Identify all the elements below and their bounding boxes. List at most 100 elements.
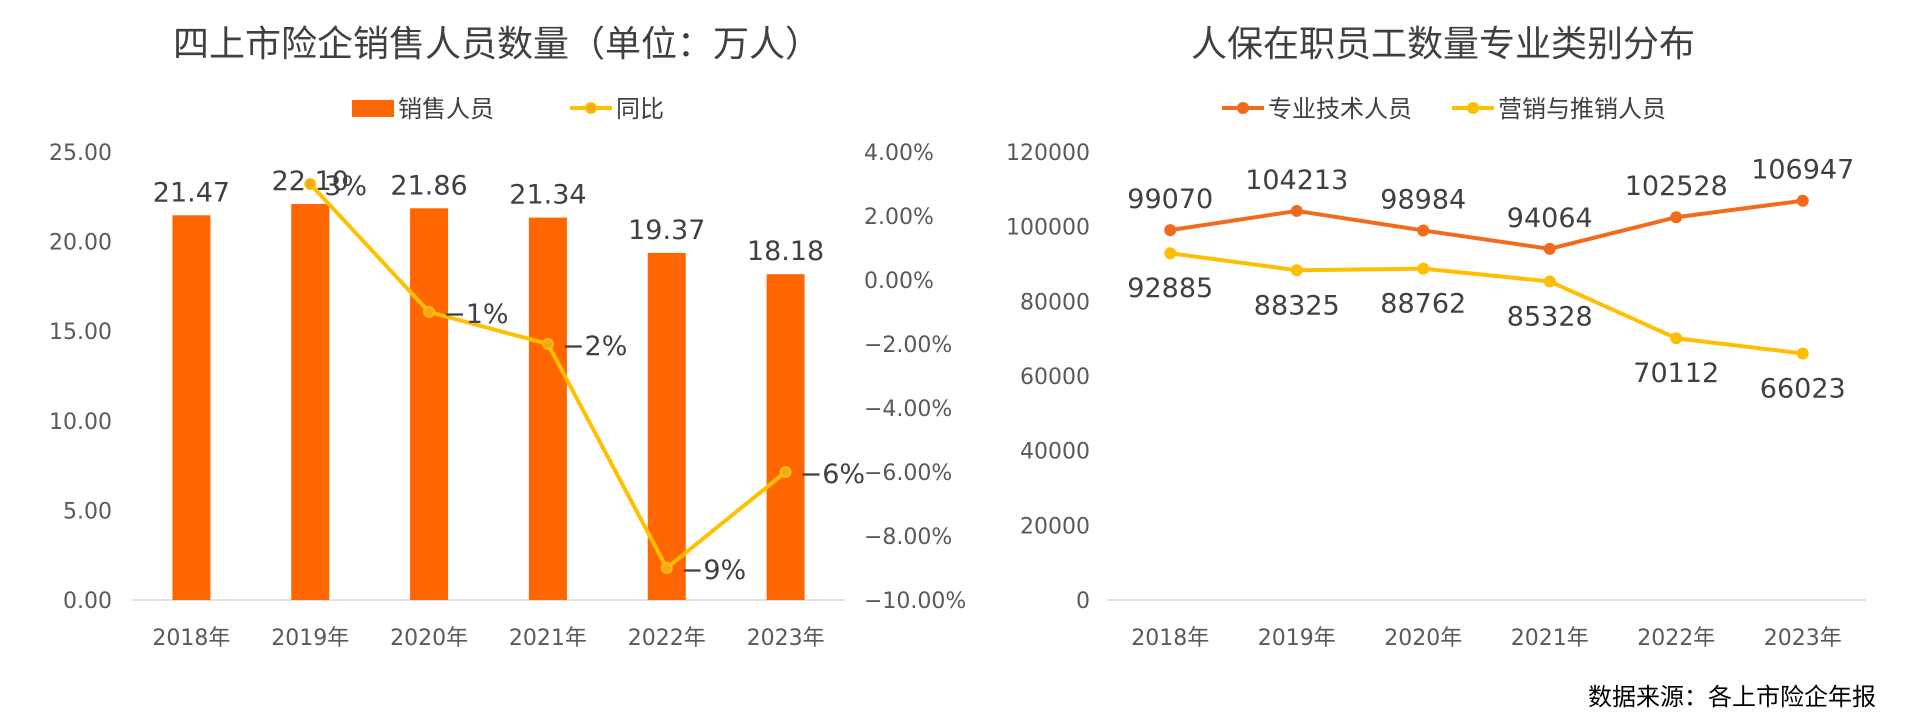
chart-picc-staff: 人保在职员工数量专业类别分布 专业技术人员 营销与推销人员 0 20000 4000… [1006,24,1866,651]
chart2-title: 人保在职员工数量专业类别分布 [1191,24,1695,65]
yoy-point [660,562,673,574]
right-tick-label: −6.00% [864,461,952,486]
legend-label-series2: 营销与推销人员 [1498,95,1666,123]
series-point [1164,247,1177,260]
yoy-label: −1% [443,299,508,330]
bar-value-label: 21.86 [390,170,467,201]
series-value-label: 98984 [1380,184,1466,215]
chart1-title: 四上市险企销售人员数量（单位：万人） [173,24,821,65]
chart1-yoy-line: 3% −1% −2% −9% −6% [304,171,865,586]
x-tick-label: 2019年 [1258,626,1336,651]
series-value-label: 85328 [1507,301,1593,332]
legend-label-bar: 销售人员 [398,95,494,123]
x-tick-label: 2020年 [390,626,468,651]
series-value-label: 106947 [1751,155,1854,186]
chart-sales-staff: 四上市险企销售人员数量（单位：万人） 销售人员 同比 0.00 5.00 10.00… [49,24,966,651]
series-value-label: 102528 [1625,171,1728,202]
series-value-label: 99070 [1127,184,1213,215]
series-value-label: 66023 [1760,374,1846,405]
chart1-left-ticks: 0.00 5.00 10.00 15.00 20.00 25.00 [49,141,112,614]
right-tick-label: 2.00% [864,205,934,230]
y-tick-label: 0 [1076,589,1090,614]
x-tick-label: 2023年 [1764,626,1842,651]
yoy-point [423,306,436,318]
y-tick-label: 40000 [1020,440,1090,465]
x-tick-label: 2018年 [152,626,230,651]
legend-swatch-bar [352,100,394,117]
x-tick-label: 2020年 [1384,626,1462,651]
left-tick-label: 0.00 [63,589,112,614]
legend-label-series1: 专业技术人员 [1268,95,1412,123]
series-value-label: 92885 [1127,273,1213,304]
series-point [1796,194,1809,207]
legend-marker-series2 [1467,102,1479,114]
series-line [1169,198,1804,251]
series-point [1543,242,1556,255]
x-tick-label: 2022年 [1637,626,1715,651]
right-tick-label: −4.00% [864,397,952,422]
x-tick-label: 2023年 [747,626,825,651]
chart2-data-labels: 99070 104213 98984 94064 102528 106947 92885 88… [1127,155,1854,405]
series-value-label: 88762 [1380,289,1466,320]
chart1-bars [172,203,805,601]
bar [647,252,686,601]
y-tick-label: 60000 [1020,365,1090,390]
series-value-label: 88325 [1254,290,1340,321]
yoy-label: −6% [800,459,865,490]
series-point [1290,264,1303,277]
series-line [1169,251,1803,356]
right-tick-label: −8.00% [864,525,952,550]
series-point [1417,262,1430,275]
source-note: 数据来源：各上市险企年报 [1588,683,1876,711]
series-value-label: 70112 [1633,358,1719,389]
yoy-point [304,178,317,190]
yoy-point [541,338,554,350]
x-tick-label: 2021年 [1511,626,1589,651]
bar [172,215,211,600]
x-tick-label: 2022年 [628,626,706,651]
yoy-label: 3% [324,171,367,202]
series-value-label: 94064 [1507,203,1593,234]
chart1-x-ticks: 2018年 2019年 2020年 2021年 2022年 2023年 [152,626,824,651]
left-tick-label: 20.00 [49,231,112,256]
legend-marker-series1 [1237,102,1249,114]
bar [291,203,330,600]
yoy-point [779,466,792,478]
yoy-label: −9% [681,555,746,586]
left-tick-label: 25.00 [49,141,112,166]
series-point [1290,204,1303,217]
left-tick-label: 15.00 [49,320,112,345]
series-point [1417,224,1430,237]
chart1-right-ticks: −10.00% −8.00% −6.00% −4.00% −2.00% 0.00% 2.00… [864,141,966,614]
bar-value-label: 19.37 [628,215,705,246]
series-point [1796,347,1809,360]
legend-swatch-marker [585,102,597,114]
y-tick-label: 120000 [1006,141,1090,166]
right-tick-label: −2.00% [864,333,952,358]
chart2-x-ticks: 2018年 2019年 2020年 2021年 2022年 2023年 [1131,626,1842,651]
bar-value-label: 21.34 [509,180,586,211]
x-tick-label: 2021年 [509,626,587,651]
bar [528,217,567,600]
left-tick-label: 5.00 [63,499,112,524]
series-point [1670,332,1683,345]
y-tick-label: 20000 [1020,514,1090,539]
right-tick-label: 0.00% [864,269,934,294]
y-tick-label: 80000 [1020,290,1090,315]
series-point [1670,211,1683,224]
bar [410,208,449,600]
left-tick-label: 10.00 [49,410,112,435]
chart2-lines [1164,194,1809,360]
x-tick-label: 2018年 [1131,626,1209,651]
bar [766,274,805,600]
series-value-label: 104213 [1245,165,1348,196]
series-point [1164,224,1177,237]
series-point [1543,275,1556,288]
x-tick-label: 2019年 [271,626,349,651]
bar-value-label: 18.18 [747,236,824,267]
y-tick-label: 100000 [1006,216,1090,241]
legend-label-line: 同比 [616,95,664,123]
bar-value-label: 21.47 [153,177,230,208]
